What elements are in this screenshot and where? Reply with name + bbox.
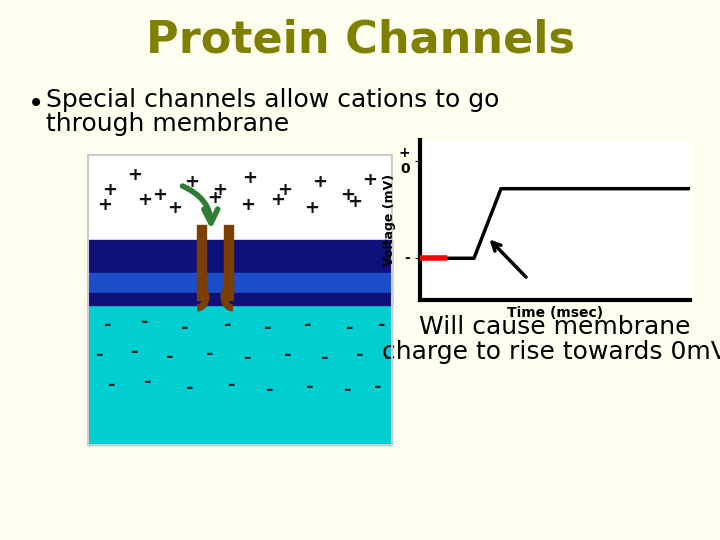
Text: charge to rise towards 0mV: charge to rise towards 0mV [382,340,720,364]
Bar [88,273,392,293]
Text: Will cause membrane: Will cause membrane [419,315,690,339]
Text: Special channels allow cations to go: Special channels allow cations to go [46,88,500,112]
Text: -: - [266,381,274,399]
Text: +: + [362,171,377,189]
Bar [88,155,392,445]
Text: +: + [207,189,222,207]
Text: -: - [104,316,112,334]
Text: +: + [277,181,292,199]
Text: -: - [305,316,312,334]
Text: +: + [168,199,182,217]
Text: +: + [341,186,356,204]
Text: -: - [144,373,152,391]
Text: +: + [138,191,153,209]
Text: +: + [271,191,286,209]
Text: +: + [102,181,117,199]
Text: -: - [186,379,194,397]
Text: -: - [131,343,139,361]
Text: +: + [153,186,168,204]
Text: •: • [28,90,44,118]
Text: -: - [374,378,382,396]
Text: -: - [306,378,314,396]
Text: -: - [108,376,116,394]
Bar [88,293,392,305]
Text: -: - [344,381,352,399]
Text: -: - [96,346,104,364]
Text: +: + [348,193,362,211]
Text: +: + [212,181,228,199]
Bar [197,225,206,300]
Text: +: + [97,196,112,214]
Text: -: - [321,349,329,367]
Text: +: + [305,199,320,217]
Bar [88,240,392,273]
Text: -: - [181,319,189,337]
X-axis label: Time (msec): Time (msec) [507,306,603,320]
Text: -: - [224,316,232,334]
Text: +: + [312,173,328,191]
Text: +: + [127,166,143,184]
Text: -: - [284,346,292,364]
Text: +: + [243,169,258,187]
Text: -: - [166,348,174,366]
Text: +: + [240,196,256,214]
Text: -: - [244,349,252,367]
Text: through membrane: through membrane [46,112,289,136]
Bar [88,155,392,445]
Y-axis label: Voltage (mV): Voltage (mV) [383,174,396,266]
Text: -: - [378,316,386,334]
Text: -: - [356,346,364,364]
Text: -: - [384,349,392,367]
Text: Protein Channels: Protein Channels [145,18,575,62]
Bar [88,305,392,445]
Text: -: - [206,345,214,363]
Text: -: - [141,313,149,331]
Text: -: - [346,319,354,337]
Text: +: + [184,173,199,191]
Text: -: - [228,376,235,394]
Bar [224,225,233,300]
Text: -: - [264,319,271,337]
